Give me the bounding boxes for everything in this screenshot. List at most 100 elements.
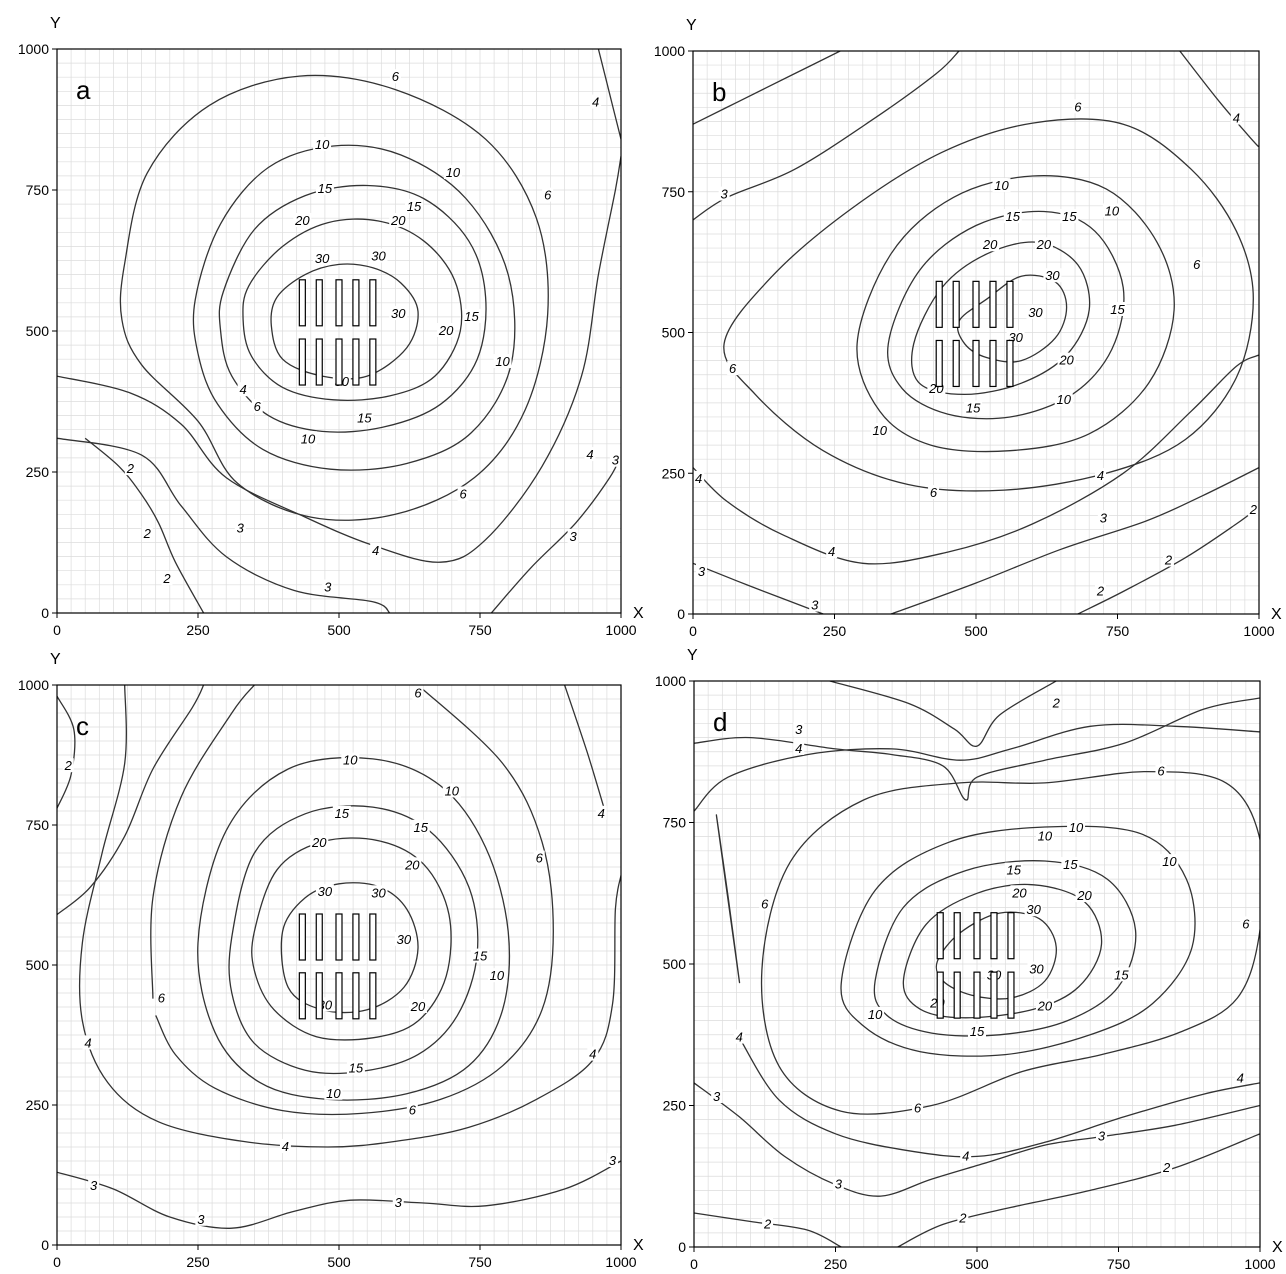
contour-label-bg — [1024, 902, 1043, 917]
contour-label: 15 — [1114, 967, 1129, 982]
contour-label-bg — [1162, 552, 1174, 567]
contour-label-bg — [1096, 1128, 1108, 1143]
contour-label-bg — [1050, 695, 1062, 710]
contour-line-10 — [192, 144, 516, 471]
contour-label: 20 — [1036, 237, 1052, 252]
contour-line-15 — [873, 860, 1137, 1037]
contour-label-bg — [1095, 583, 1107, 598]
panel-a: 3030303020202015151515101010106666444433… — [18, 15, 644, 638]
source-well — [352, 338, 360, 386]
contour-label: 15 — [1006, 209, 1021, 224]
contour-line-3 — [694, 697, 1260, 801]
source-well — [369, 279, 377, 327]
contour-line-3 — [693, 562, 824, 614]
x-tick-label: 250 — [824, 1256, 848, 1272]
contour-label-bg — [234, 520, 246, 535]
contour-label: 10 — [868, 1007, 883, 1022]
contour-label: 10 — [343, 753, 358, 768]
contour-label: 3 — [1098, 1129, 1106, 1144]
contour-label: 6 — [914, 1100, 922, 1115]
contour-label: 3 — [795, 722, 803, 737]
contour-label: 4 — [695, 471, 702, 486]
contour-line-6 — [723, 118, 1254, 492]
contour-label: 2 — [1249, 502, 1258, 517]
source-well — [1007, 971, 1015, 1019]
contour-label-bg — [1072, 99, 1084, 114]
contour-label-bg — [487, 968, 506, 983]
source-well — [973, 971, 981, 1019]
source-well — [989, 280, 997, 328]
contour-label: 3 — [1100, 510, 1108, 525]
contour-label: 6 — [536, 851, 544, 866]
source-well — [1007, 912, 1015, 960]
contour-label: 15 — [349, 1061, 364, 1076]
y-tick-label: 250 — [26, 464, 50, 480]
x-tick-label: 1000 — [1244, 1256, 1275, 1272]
contour-line-15 — [228, 805, 479, 1075]
source-well — [298, 972, 306, 1020]
contour-label-bg — [793, 740, 805, 755]
y-tick-label: 1000 — [18, 41, 49, 57]
contour-line-2 — [84, 437, 205, 613]
contour-label-bg — [1161, 1159, 1173, 1174]
contour-label-bg — [793, 722, 805, 737]
contour-label-bg — [369, 885, 388, 900]
contour-label-bg — [584, 447, 596, 462]
contour-label: 6 — [1193, 257, 1201, 272]
contour-label-bg — [1160, 854, 1179, 869]
contour-label: 4 — [592, 95, 599, 110]
panel-letter: a — [76, 75, 91, 105]
contour-label-bg — [411, 819, 430, 834]
contour-label-bg — [1035, 828, 1054, 843]
contour-label-bg — [341, 752, 360, 767]
panel-letter: b — [712, 77, 726, 107]
contour-label-bg — [733, 1029, 745, 1044]
contour-line-2 — [57, 695, 76, 809]
contour-label-bg — [542, 187, 554, 202]
contour-label-bg — [960, 1148, 972, 1163]
source-well — [935, 280, 943, 328]
contour-label: 15 — [464, 309, 479, 324]
contour-label-bg — [1191, 256, 1203, 271]
contour-line-4 — [694, 723, 1260, 812]
source-well — [352, 913, 360, 961]
contour-line-2 — [897, 1133, 1260, 1247]
contour-label-bg — [462, 308, 481, 323]
contour-label: 20 — [294, 213, 310, 228]
x-tick-label: 500 — [327, 1254, 351, 1270]
contour-label-bg — [587, 1046, 599, 1061]
contour-label: 15 — [1062, 209, 1077, 224]
grid — [57, 49, 621, 613]
contour-label-bg — [298, 431, 317, 446]
contour-label-bg — [389, 69, 401, 84]
contour-label-bg — [1155, 763, 1167, 778]
contour-labels: 3030303020202015151515101010106666444433… — [124, 69, 621, 595]
source-well — [953, 971, 961, 1019]
contour-label: 15 — [357, 410, 372, 425]
contour-label-bg — [155, 990, 167, 1005]
contour-label-bg — [313, 136, 332, 151]
x-tick-label: 750 — [468, 1254, 492, 1270]
y-tick-label: 0 — [678, 1239, 686, 1255]
y-tick-label: 750 — [26, 182, 50, 198]
contour-line-3 — [57, 685, 205, 916]
x-axis-title: X — [633, 1237, 644, 1254]
contour-label: 2 — [1162, 1160, 1171, 1175]
contour-label-bg — [762, 1216, 774, 1231]
contour-label-bg — [279, 1139, 291, 1153]
y-tick-label: 500 — [26, 957, 50, 973]
contour-label-bg — [403, 857, 422, 872]
contour-label: 6 — [414, 685, 422, 700]
x-tick-label: 500 — [327, 622, 351, 638]
contour-label: 4 — [372, 543, 379, 558]
contour-label-bg — [533, 850, 545, 865]
source-well — [990, 912, 998, 960]
y-tick-label: 0 — [41, 605, 49, 621]
contour-label-bg — [1003, 209, 1022, 224]
contour-label-bg — [1027, 961, 1046, 976]
contour-label-bg — [607, 1153, 619, 1167]
contour-label-bg — [1102, 203, 1121, 218]
contour-label-bg — [826, 544, 838, 559]
